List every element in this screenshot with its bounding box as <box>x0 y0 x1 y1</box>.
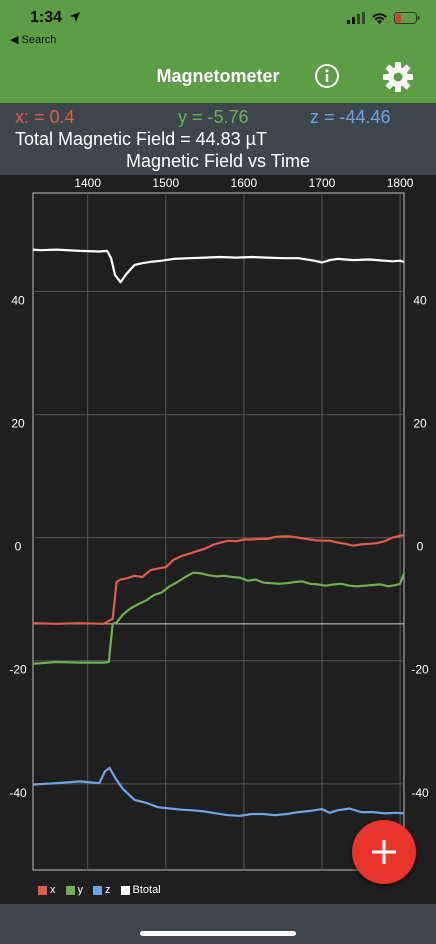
y-tick-label-right: 0 <box>417 540 424 554</box>
y-tick-label-right: -20 <box>411 663 429 677</box>
legend-swatch-x <box>38 885 47 895</box>
y-tick-label-left: -40 <box>9 786 27 800</box>
status-indicators <box>347 12 420 24</box>
battery-low-icon <box>394 12 420 24</box>
add-button[interactable] <box>352 820 416 884</box>
x-tick-label: 1700 <box>309 176 336 190</box>
legend-item-z: z <box>93 884 111 896</box>
status-time: 1:34 <box>30 9 63 26</box>
plus-icon <box>372 840 396 864</box>
series-line-z <box>32 766 405 817</box>
x-tick-label: 1600 <box>231 176 258 190</box>
y-tick-label-left: 40 <box>11 293 25 307</box>
app-header: 1:34 ◀ Search Magnetometer <box>0 0 436 103</box>
plot-frame <box>32 192 405 871</box>
page-title: Magnetometer <box>156 66 280 86</box>
y-tick-label-right: -40 <box>411 786 429 800</box>
y-tick-label-right: 20 <box>413 417 427 431</box>
x-tick-label: 1500 <box>152 176 179 190</box>
series-line-btotal <box>32 248 405 284</box>
chart-title: Magnetic Field vs Time <box>125 151 311 171</box>
gear-icon[interactable] <box>382 61 414 93</box>
magnetic-field-chart[interactable]: 1400 1500 1600 1700 1800 40 40 20 20 0 0 -20 -20 -40 -… <box>0 175 436 904</box>
info-icon[interactable] <box>314 63 340 89</box>
legend-item-x: x <box>38 884 56 896</box>
legend-swatch-btotal <box>120 885 130 895</box>
wifi-icon <box>372 13 387 24</box>
series-line-y <box>32 571 406 665</box>
x-tick-label: 1400 <box>74 176 101 190</box>
bottom-bar <box>0 904 436 944</box>
x-value: x: = 0.4 <box>15 107 75 127</box>
legend-swatch-y <box>65 885 75 895</box>
y-tick-label-left: 20 <box>11 417 25 431</box>
y-value: y = -5.76 <box>178 107 249 127</box>
readout-panel: x: = 0.4 y = -5.76 z = -44.46 Total Magn… <box>0 103 436 175</box>
y-tick-label-right: 40 <box>413 293 427 307</box>
total-field-value: Total Magnetic Field = 44.83 µT <box>15 129 267 149</box>
legend-swatch-z <box>93 885 102 895</box>
cellular-signal-icon <box>347 12 365 24</box>
legend-item-btotal: Btotal <box>120 884 161 896</box>
z-value: z = -44.46 <box>310 107 391 127</box>
y-tick-label-left: 0 <box>15 540 22 554</box>
series-line-x <box>32 534 405 625</box>
back-to-search-link[interactable]: ◀ Search <box>10 34 57 46</box>
x-tick-label: 1800 <box>387 176 414 190</box>
location-arrow-icon <box>70 12 80 22</box>
home-indicator[interactable] <box>140 931 296 936</box>
y-tick-label-left: -20 <box>9 663 27 677</box>
chart-legend: x y z Btotal <box>38 884 165 896</box>
legend-item-y: y <box>65 884 83 896</box>
